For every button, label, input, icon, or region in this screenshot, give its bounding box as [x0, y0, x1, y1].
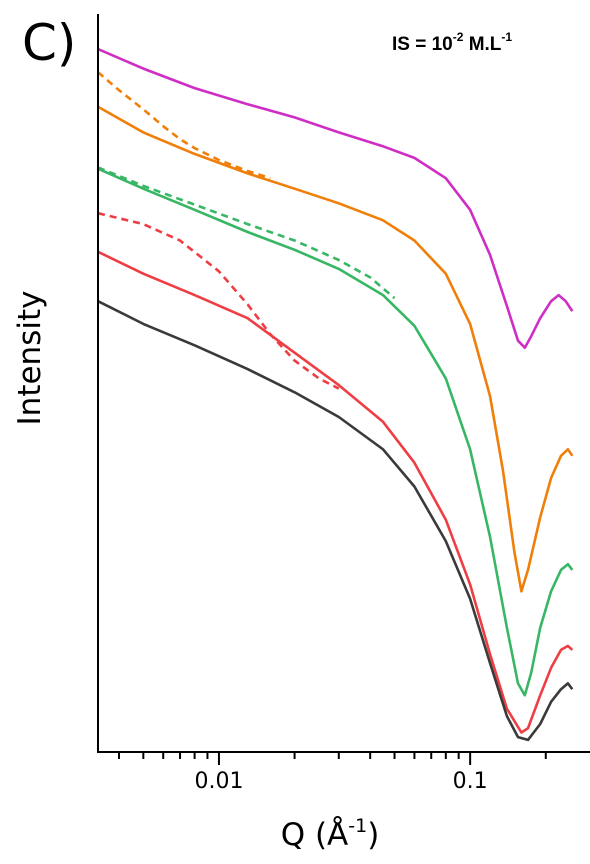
series-line-7 — [97, 211, 340, 390]
x-tick-layer: 0.01 0.1 — [117, 752, 547, 794]
series-line-8 — [97, 300, 574, 742]
series-line-3 — [97, 71, 271, 180]
series-line-2 — [97, 105, 574, 593]
x-tick-label: 0.1 — [453, 769, 488, 794]
ionic-strength-annotation: IS = 10-2 M.L-1 — [392, 30, 512, 55]
series-line-4 — [97, 167, 574, 697]
annotation-base: IS = 10 — [392, 34, 453, 55]
series-line-5 — [97, 166, 396, 300]
annotation-exponent: -2 — [453, 30, 464, 44]
annotation-unit-exponent: -1 — [501, 30, 512, 44]
series-line-6 — [97, 250, 574, 734]
x-axis-label-base: Q (Å — [281, 817, 349, 853]
x-axis-label: Q (Å-1) — [281, 815, 380, 853]
x-tick-label: 0.01 — [194, 769, 243, 794]
series-layer — [97, 47, 574, 742]
x-axis-label-close: ) — [367, 817, 379, 853]
annotation-unit: M.L — [463, 34, 501, 55]
panel-label: C) — [22, 14, 76, 72]
series-line-1 — [97, 47, 574, 349]
x-axis-label-exponent: -1 — [348, 815, 367, 837]
y-axis-label: Intensity — [12, 291, 48, 426]
